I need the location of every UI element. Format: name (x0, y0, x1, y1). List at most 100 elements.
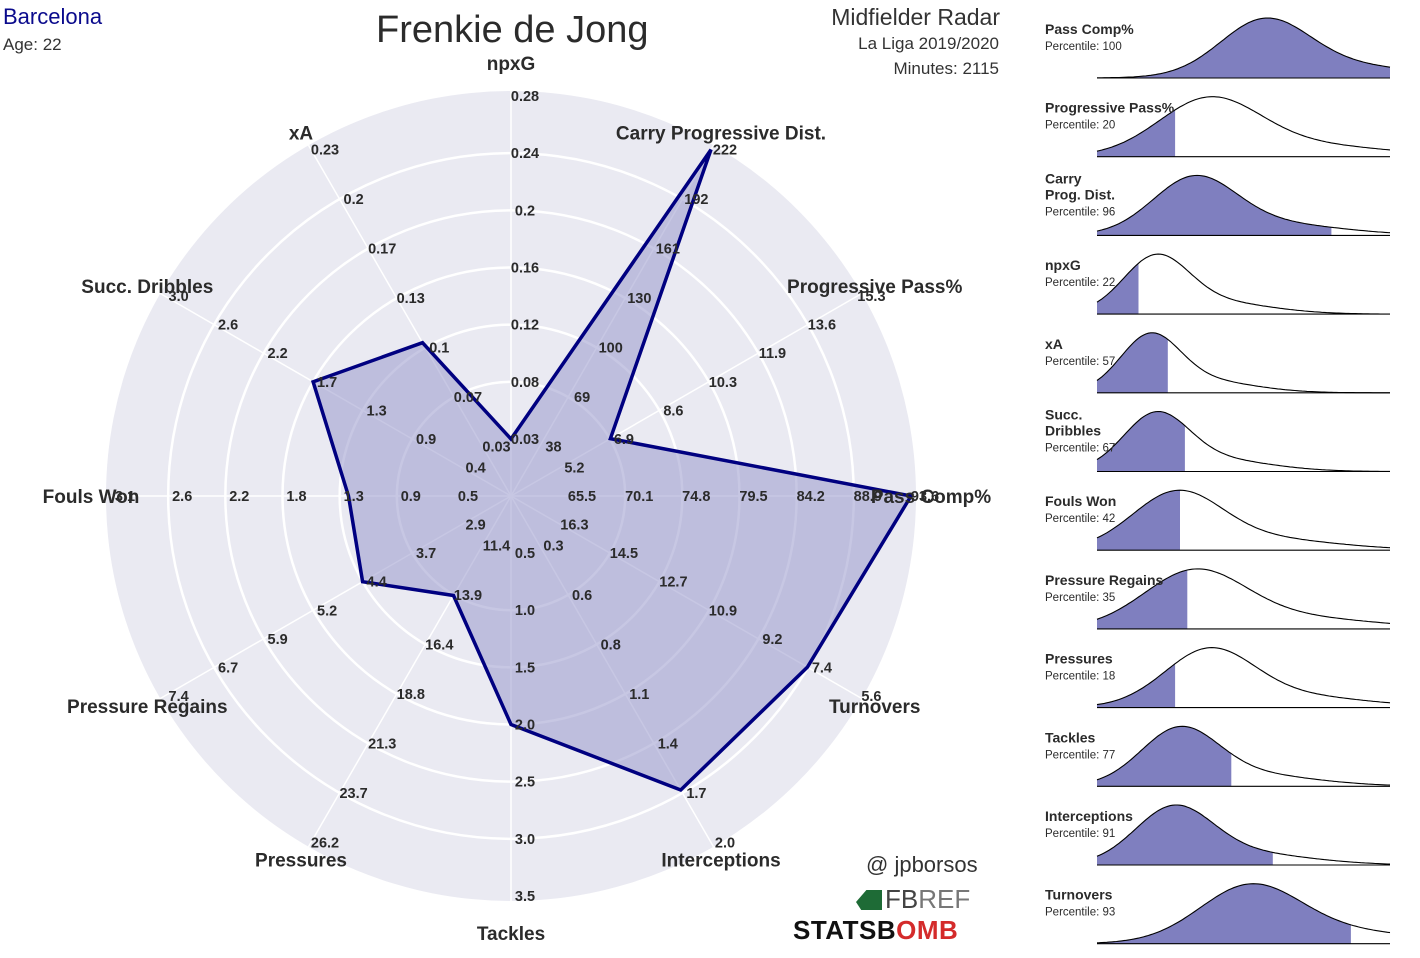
axis-name-label: Carry Progressive Dist. (616, 123, 826, 144)
axis-tick-label: 0.6 (572, 588, 592, 604)
radar-type-title: Midfielder Radar (831, 4, 1000, 30)
axis-tick-label: 84.2 (797, 489, 825, 505)
axis-tick-label: 1.5 (515, 660, 535, 676)
density-panels: Pass Comp% Percentile: 100 Progressive Pas… (1045, 17, 1391, 945)
minutes-played: Minutes: 2115 (893, 59, 999, 78)
axis-tick-label: 26.2 (311, 835, 339, 851)
density-curve (1096, 489, 1391, 549)
axis-name-label: Pressure Regains (67, 697, 228, 718)
axis-tick-label: 0.2 (344, 192, 364, 208)
axis-tick-label: 1.3 (344, 489, 364, 505)
density-percentile-label: Percentile: 57 (1045, 356, 1115, 368)
axis-tick-label: 3.5 (515, 889, 535, 905)
density-percentile-label: Percentile: 91 (1045, 828, 1115, 840)
axis-tick-label: 13.6 (808, 318, 836, 334)
density-percentile-fill (1097, 663, 1176, 708)
density-curve (1096, 568, 1391, 624)
density-percentile-fill (1097, 109, 1176, 157)
axis-name-label: xA (289, 123, 314, 144)
axis-tick-label: 5.2 (317, 603, 337, 619)
density-percentile-fill (1097, 726, 1232, 787)
axis-tick-label: 3.0 (515, 832, 535, 848)
axis-tick-label: 0.17 (368, 242, 396, 258)
axis-name-label: Fouls Won (43, 487, 140, 508)
axis-tick-label: 11.4 (483, 538, 510, 554)
statsbomb-logo-b: OMB (896, 915, 959, 945)
axis-tick-label: 2.5 (515, 775, 535, 791)
axis-tick-label: 1.7 (686, 786, 706, 802)
axis-tick-label: 2.6 (172, 489, 192, 505)
axis-tick-label: 6.7 (218, 660, 238, 676)
density-percentile-label: Percentile: 77 (1045, 749, 1115, 761)
density-percentile-fill (1097, 175, 1332, 236)
axis-tick-label: 0.5 (515, 546, 535, 562)
axis-tick-label: 0.4 (466, 461, 486, 477)
density-percentile-label: Percentile: 67 (1045, 443, 1115, 455)
axis-tick-label: 0.9 (416, 432, 436, 448)
axis-tick-label: 70.1 (625, 489, 653, 505)
density-panel-title: Interceptions (1045, 808, 1133, 824)
axis-tick-label: 3.7 (416, 546, 436, 562)
axis-tick-label: 4.4 (367, 575, 387, 591)
axis-tick-label: 2.2 (268, 346, 288, 362)
density-percentile-label: Percentile: 35 (1045, 592, 1115, 604)
axis-tick-label: 23.7 (339, 786, 367, 802)
axis-tick-label: 161 (656, 242, 680, 258)
axis-tick-label: 12.7 (659, 575, 687, 591)
player-polygon (310, 148, 914, 793)
axis-tick-label: 0.24 (511, 146, 539, 162)
density-panel-title: Dribbles (1045, 423, 1101, 439)
density-panel-title: xA (1045, 336, 1063, 352)
density-panel-title: Succ. (1045, 407, 1082, 423)
axis-tick-label: 2.9 (466, 518, 486, 534)
axis-tick-label: 1.4 (658, 736, 678, 752)
axis-tick-label: 5.2 (564, 461, 584, 477)
density-curve (1096, 804, 1390, 865)
axis-tick-label: 0.28 (511, 89, 539, 105)
radar-chart: 0.03 0.08 0.12 0.16 0.2 0.24 0.28 38 69 100 130 161… (43, 54, 992, 945)
axis-tick-label: 1.7 (317, 375, 337, 391)
axis-tick-label: 0.23 (311, 143, 339, 159)
axis-name-label: Succ. Dribbles (81, 277, 213, 298)
axis-tick-label: 16.3 (560, 518, 588, 534)
statsbomb-logo-a: STATSB (793, 915, 897, 945)
axis-tick-label: 0.03 (511, 432, 539, 448)
axis-name-label: Progressive Pass% (787, 277, 962, 298)
axis-tick-label: 8.6 (663, 403, 683, 419)
density-curve (1096, 96, 1391, 152)
axis-tick-label: 0.13 (397, 291, 425, 307)
axis-name-label: Pass Comp% (871, 487, 991, 508)
axis-tick-label: 14.5 (610, 546, 638, 562)
density-percentile-fill (1097, 332, 1168, 393)
density-panel-title: npxG (1045, 257, 1081, 273)
density-curve (1096, 253, 1390, 315)
density-curve (1096, 174, 1391, 234)
author-credit: @ jpborsos (866, 852, 978, 877)
axis-tick-label: 0.3 (543, 538, 563, 554)
density-panel-title: Tackles (1045, 729, 1096, 745)
density-panel-title: Pressure Regains (1045, 572, 1163, 588)
axis-tick-label: 1.8 (286, 489, 306, 505)
axis-tick-label: 10.9 (709, 603, 737, 619)
density-panel-title: Prog. Dist. (1045, 186, 1115, 202)
axis-tick-label: 21.3 (368, 736, 396, 752)
axis-tick-label: 0.5 (458, 489, 478, 505)
axis-tick-label: 2.0 (715, 835, 735, 851)
axis-tick-label: 2.2 (229, 489, 249, 505)
axis-tick-label: 18.8 (397, 687, 425, 703)
axis-tick-label: 16.4 (425, 637, 453, 653)
density-percentile-fill (1097, 263, 1139, 315)
fbref-logo-ref: REF (918, 884, 971, 914)
axis-tick-label: 38 (545, 440, 561, 456)
axis-tick-label: 11.9 (759, 346, 786, 362)
axis-tick-label: 100 (599, 341, 623, 357)
axis-tick-label: 5.9 (268, 632, 288, 648)
axis-tick-label: 6.9 (614, 432, 634, 448)
density-percentile-label: Percentile: 42 (1045, 513, 1115, 525)
axis-tick-label: 222 (713, 143, 737, 159)
axis-tick-label: 7.4 (812, 660, 832, 676)
density-percentile-label: Percentile: 100 (1045, 41, 1122, 53)
axis-tick-label: 13.9 (454, 588, 482, 604)
fbref-logo-fb: FB (885, 884, 919, 914)
axis-tick-label: 1.3 (367, 403, 387, 419)
